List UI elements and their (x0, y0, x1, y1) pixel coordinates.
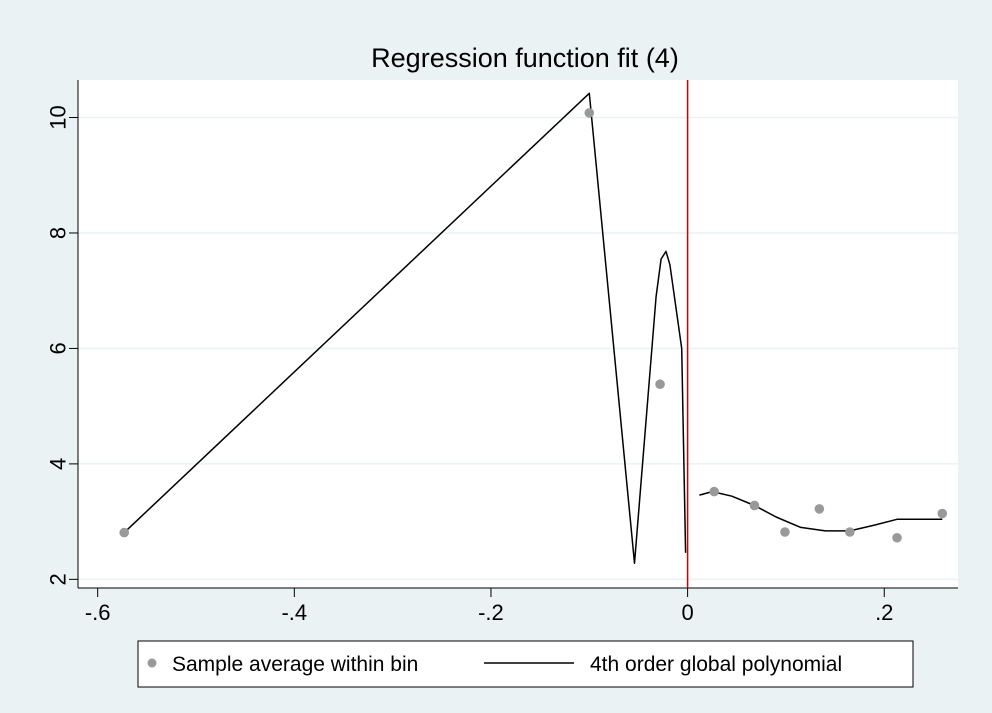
x-tick-label: -.2 (478, 600, 504, 625)
series-layer (123, 92, 943, 564)
legend-label-scatter: Sample average within bin (172, 653, 418, 676)
y-tick-label: 4 (46, 458, 71, 470)
legend-marker-scatter (147, 658, 157, 668)
polynomial-fit-line (123, 92, 687, 564)
x-tick-label: -.4 (281, 600, 307, 625)
chart-title: Regression function fit (4) (371, 43, 679, 73)
bin-average-point (709, 486, 719, 497)
y-tick-label: 6 (46, 342, 71, 354)
bin-average-point (780, 527, 790, 537)
bin-average-point (814, 504, 825, 514)
bin-average-point (892, 532, 902, 543)
bin-average-point (655, 379, 665, 390)
bin-average-point (749, 500, 760, 511)
bin-average-point (584, 108, 595, 118)
x-tick-label: .2 (875, 600, 893, 625)
grid-layer (78, 116, 958, 581)
polynomial-fit-line (699, 490, 943, 532)
plot-region (78, 80, 958, 588)
bin-average-point (937, 508, 948, 519)
points-layer (119, 108, 948, 543)
bin-average-point (119, 527, 130, 538)
bin-average-point (845, 527, 855, 537)
y-tick-label: 8 (46, 227, 71, 239)
legend-label-line: 4th order global polynomial (590, 653, 842, 676)
legend-box (137, 640, 914, 688)
x-tick-label: 0 (681, 600, 693, 625)
y-tick-label: 10 (46, 105, 71, 129)
x-tick-label: -.6 (85, 600, 111, 625)
axes-layer: 2 4 6 8 10 -.6 -.4 -.2 0 .2 (46, 80, 958, 625)
y-tick-label: 2 (46, 573, 71, 585)
legend: Sample average within bin 4th order glob… (137, 640, 914, 688)
